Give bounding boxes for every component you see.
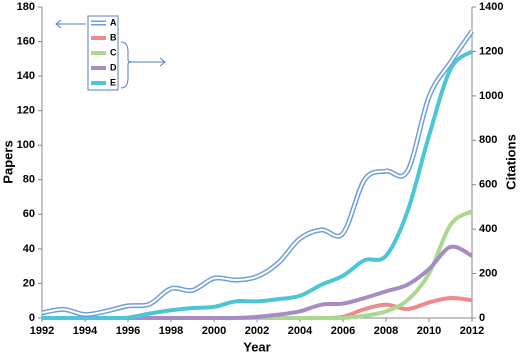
- y-tick-label: 20: [23, 277, 35, 289]
- legend-label: A: [110, 17, 117, 27]
- y-tick-label: 40: [23, 243, 35, 255]
- legend-label: E: [110, 77, 116, 87]
- y2-tick-label: 1000: [479, 90, 503, 102]
- x-tick-label: 1992: [30, 325, 54, 337]
- x-axis-title: Year: [243, 339, 270, 354]
- y-tick-label: 180: [17, 1, 35, 13]
- y-tick-label: 160: [17, 35, 35, 47]
- y2-tick-label: 400: [479, 223, 497, 235]
- x-tick-label: 2006: [331, 325, 355, 337]
- y-tick-label: 0: [29, 312, 35, 324]
- series-line: [42, 49, 474, 321]
- x-tick-label: 1998: [159, 325, 183, 337]
- y-tick-label: 80: [23, 174, 35, 186]
- y2-tick-label: 200: [479, 267, 497, 279]
- legend-label: D: [110, 62, 117, 72]
- annotation-arrows: [55, 19, 166, 89]
- y-axis-title: Papers: [0, 140, 15, 183]
- y2-tick-label: 800: [479, 134, 497, 146]
- x-tick-label: 1996: [116, 325, 140, 337]
- y-tick-label: 100: [17, 139, 35, 151]
- legend-label: C: [110, 47, 117, 57]
- y-tick-label: 120: [17, 105, 35, 117]
- y2-tick-label: 1200: [479, 45, 503, 57]
- x-tick-label: 2010: [417, 325, 441, 337]
- x-tick-label: 2008: [374, 325, 398, 337]
- x-tick-label: 2002: [245, 325, 269, 337]
- y2-tick-label: 0: [479, 312, 485, 324]
- y2-tick-label: 600: [479, 179, 497, 191]
- series-line-core: [41, 30, 473, 316]
- y2-tick-label: 1400: [479, 1, 503, 13]
- x-tick-label: 2004: [288, 325, 313, 337]
- x-tick-label: 2000: [202, 325, 226, 337]
- y2-axis-title: Citations: [503, 134, 518, 190]
- legend-label: B: [110, 32, 117, 42]
- x-tick-label: 1994: [73, 325, 98, 337]
- x-tick-label: 2012: [460, 325, 484, 337]
- y-tick-label: 140: [17, 70, 35, 82]
- y-tick-label: 60: [23, 208, 35, 220]
